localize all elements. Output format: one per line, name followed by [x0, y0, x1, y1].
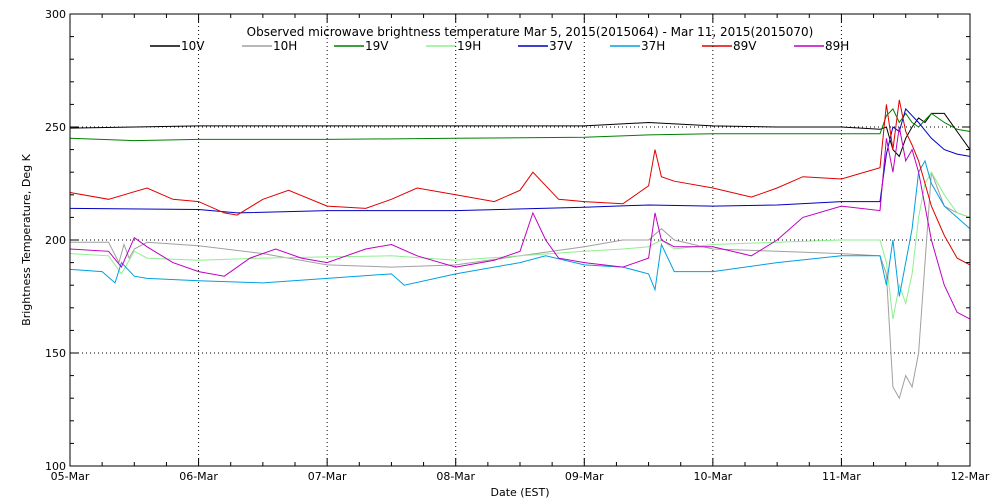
series-line-10V	[69, 112, 971, 158]
series-line-37V	[69, 107, 971, 214]
legend-label-10H: 10H	[273, 39, 297, 53]
series-group	[69, 99, 971, 400]
x-axis-label: Date (EST)	[490, 486, 549, 499]
series-line-19V	[69, 108, 971, 142]
x-axis: 05-Mar 06-Mar 07-Mar 08-Mar 09-Mar 10-Mar 11-M…	[51, 14, 990, 483]
x-tick-label: 05-Mar	[51, 470, 90, 483]
y-tick-label: 300	[45, 8, 66, 21]
y-tick-label: 200	[45, 234, 66, 247]
x-tick-label: 08-Mar	[436, 470, 475, 483]
x-tick-label: 12-Mar	[951, 470, 990, 483]
legend-label-10V: 10V	[181, 39, 205, 53]
legend: 10V 10H 19V 19H 37V 37H 89V 89H	[150, 39, 849, 53]
y-tick-label: 250	[45, 121, 66, 134]
series-line-89V	[69, 99, 971, 266]
x-tick-label: 10-Mar	[693, 470, 732, 483]
series-line-19H	[69, 171, 971, 320]
chart-title: Observed microwave brightness temperatur…	[247, 25, 814, 39]
series-line-89H	[69, 126, 971, 320]
series-line-10H	[70, 172, 971, 400]
x-tick-label: 07-Mar	[308, 470, 347, 483]
series-line-37H	[69, 159, 971, 297]
x-tick-label: 06-Mar	[179, 470, 218, 483]
y-axis-label: Brightness Temperature, Deg K	[20, 153, 33, 325]
legend-label-89H: 89H	[825, 39, 849, 53]
legend-label-89V: 89V	[733, 39, 757, 53]
grid	[70, 14, 970, 466]
legend-label-37H: 37H	[641, 39, 665, 53]
legend-label-37V: 37V	[549, 39, 573, 53]
y-tick-label: 100	[45, 460, 66, 473]
legend-label-19H: 19H	[457, 39, 481, 53]
y-tick-label: 150	[45, 347, 66, 360]
x-tick-label: 11-Mar	[822, 470, 861, 483]
y-axis: 100 150 200 250 300	[45, 8, 970, 473]
x-tick-label: 09-Mar	[565, 470, 604, 483]
legend-label-19V: 19V	[365, 39, 389, 53]
